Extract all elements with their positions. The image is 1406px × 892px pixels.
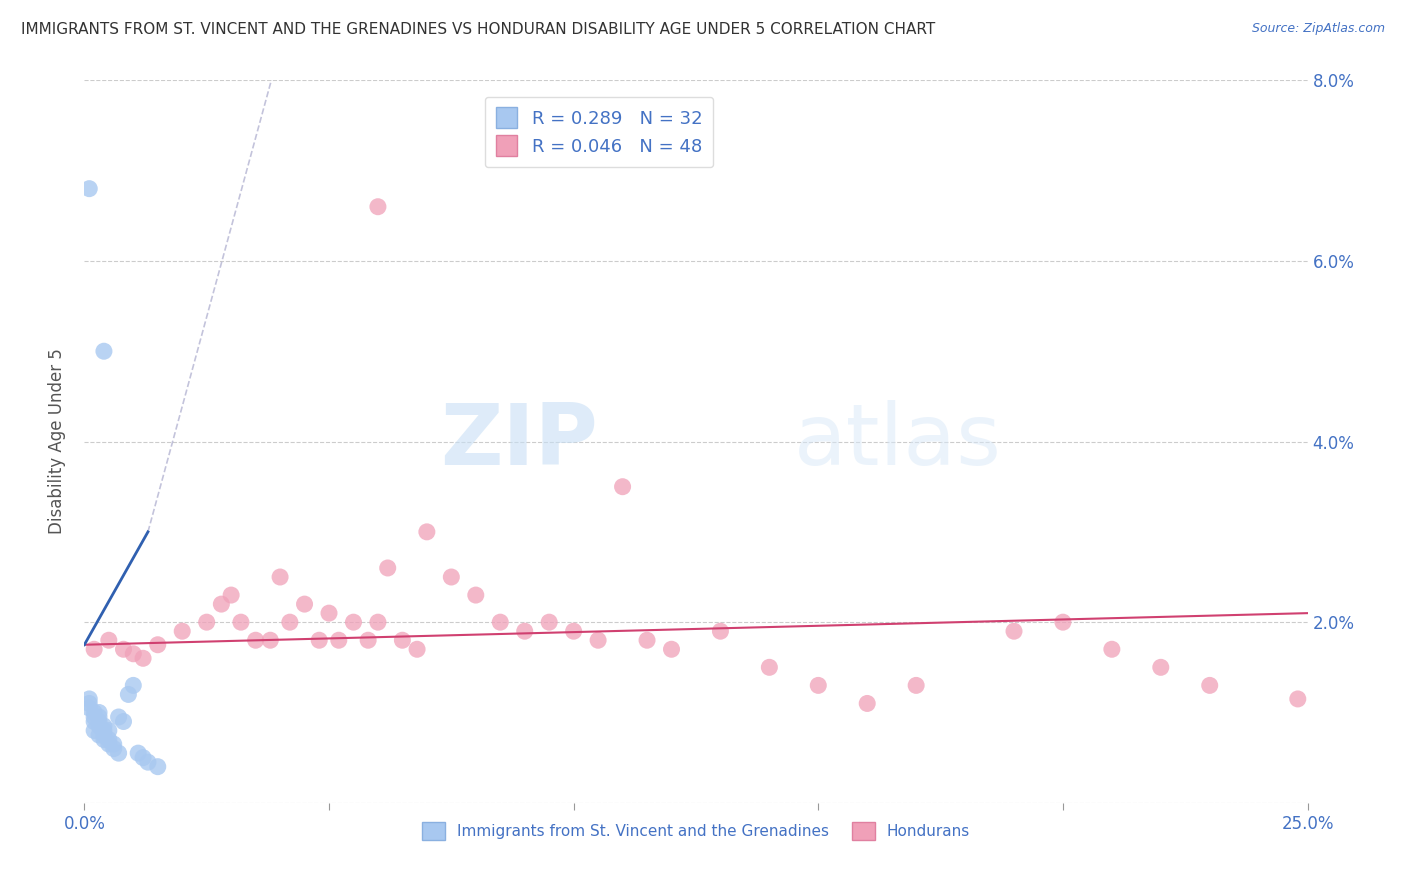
- Point: [367, 615, 389, 630]
- Text: ZIP: ZIP: [440, 400, 598, 483]
- Point: [278, 615, 301, 630]
- Point: [122, 678, 145, 692]
- Point: [172, 624, 194, 639]
- Point: [612, 480, 634, 494]
- Point: [758, 660, 780, 674]
- Point: [87, 719, 110, 733]
- Point: [245, 633, 267, 648]
- Point: [136, 755, 159, 769]
- Point: [107, 710, 129, 724]
- Point: [87, 706, 110, 720]
- Point: [709, 624, 731, 639]
- Point: [807, 678, 830, 692]
- Point: [132, 750, 155, 764]
- Point: [83, 714, 105, 729]
- Text: atlas: atlas: [794, 400, 1002, 483]
- Point: [127, 746, 149, 760]
- Point: [93, 719, 115, 733]
- Point: [103, 737, 125, 751]
- Point: [219, 588, 242, 602]
- Point: [269, 570, 291, 584]
- Point: [103, 741, 125, 756]
- Point: [391, 633, 413, 648]
- Point: [367, 200, 389, 214]
- Point: [146, 760, 169, 774]
- Point: [1101, 642, 1123, 657]
- Point: [406, 642, 429, 657]
- Point: [97, 633, 120, 648]
- Point: [83, 642, 105, 657]
- Point: [342, 615, 364, 630]
- Point: [112, 642, 135, 657]
- Point: [905, 678, 928, 692]
- Point: [87, 714, 110, 729]
- Point: [77, 181, 100, 195]
- Point: [122, 647, 145, 661]
- Point: [97, 737, 120, 751]
- Point: [856, 697, 879, 711]
- Y-axis label: Disability Age Under 5: Disability Age Under 5: [48, 349, 66, 534]
- Point: [146, 638, 169, 652]
- Point: [83, 706, 105, 720]
- Point: [636, 633, 658, 648]
- Point: [1150, 660, 1173, 674]
- Point: [440, 570, 463, 584]
- Point: [464, 588, 486, 602]
- Point: [83, 710, 105, 724]
- Point: [661, 642, 683, 657]
- Point: [294, 597, 316, 611]
- Point: [93, 344, 115, 359]
- Point: [259, 633, 281, 648]
- Point: [132, 651, 155, 665]
- Point: [1052, 615, 1074, 630]
- Point: [93, 723, 115, 738]
- Point: [87, 710, 110, 724]
- Point: [538, 615, 561, 630]
- Point: [318, 606, 340, 620]
- Point: [117, 687, 139, 701]
- Point: [93, 732, 115, 747]
- Point: [1286, 692, 1309, 706]
- Point: [77, 697, 100, 711]
- Point: [489, 615, 512, 630]
- Point: [229, 615, 252, 630]
- Point: [77, 701, 100, 715]
- Point: [83, 723, 105, 738]
- Point: [77, 692, 100, 706]
- Point: [586, 633, 609, 648]
- Point: [328, 633, 350, 648]
- Point: [513, 624, 536, 639]
- Point: [308, 633, 330, 648]
- Point: [1002, 624, 1025, 639]
- Point: [93, 728, 115, 742]
- Point: [107, 746, 129, 760]
- Point: [377, 561, 399, 575]
- Text: IMMIGRANTS FROM ST. VINCENT AND THE GRENADINES VS HONDURAN DISABILITY AGE UNDER : IMMIGRANTS FROM ST. VINCENT AND THE GREN…: [21, 22, 935, 37]
- Text: Source: ZipAtlas.com: Source: ZipAtlas.com: [1251, 22, 1385, 36]
- Point: [209, 597, 232, 611]
- Point: [97, 723, 120, 738]
- Point: [1198, 678, 1220, 692]
- Point: [97, 732, 120, 747]
- Point: [87, 728, 110, 742]
- Point: [195, 615, 218, 630]
- Legend: Immigrants from St. Vincent and the Grenadines, Hondurans: Immigrants from St. Vincent and the Gren…: [416, 816, 976, 846]
- Point: [416, 524, 439, 539]
- Point: [562, 624, 585, 639]
- Point: [112, 714, 135, 729]
- Point: [357, 633, 380, 648]
